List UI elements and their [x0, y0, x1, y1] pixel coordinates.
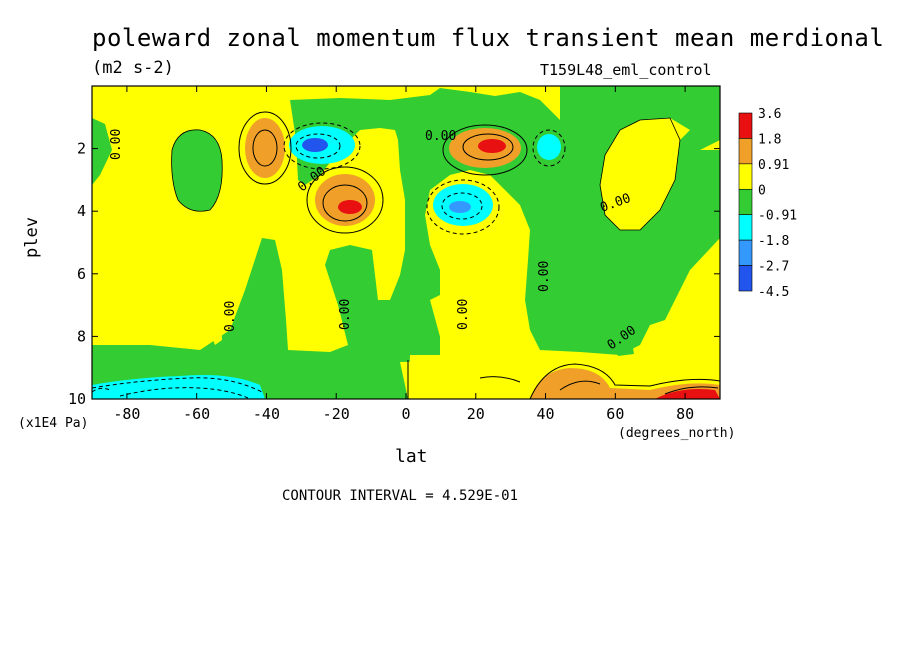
region-yellow-tongue	[205, 275, 222, 345]
colorbar-swatch	[738, 188, 753, 216]
contour-solid	[462, 133, 514, 161]
region-green-southwest	[92, 118, 112, 185]
contour-dashed	[295, 133, 341, 159]
contour-dashed	[532, 129, 566, 167]
colorbar-label: 3.6	[758, 107, 781, 122]
x-tick-label: -40	[253, 405, 280, 423]
model-label: T159L48_eml_control	[540, 61, 712, 79]
x-tick-label: 20	[467, 405, 485, 423]
colorbar-swatch	[738, 163, 753, 190]
region-yellow-lat20	[430, 280, 485, 360]
contour-label: 0.00	[537, 261, 552, 292]
zero-contour	[171, 129, 223, 212]
colorbar-swatch	[738, 265, 753, 292]
x-tick-label: -20	[323, 405, 350, 423]
zero-contours	[171, 117, 681, 231]
region-red-north-surface	[655, 389, 720, 399]
x-axis-units: (degrees_north)	[618, 426, 736, 441]
y-tick-label: 8	[77, 327, 86, 345]
contour-dashed	[92, 387, 111, 393]
x-tick-label: 80	[676, 405, 694, 423]
contour-label: 0.00	[109, 129, 124, 160]
y-tick-label: 2	[77, 140, 86, 158]
region-red-south-jet	[338, 200, 362, 214]
contour-solid	[479, 376, 521, 383]
y-tick-label: 10	[68, 390, 86, 408]
y-axis-units: (x1E4 Pa)	[18, 416, 89, 431]
contour-lines	[238, 111, 720, 399]
contour-solid	[664, 386, 719, 395]
region-cyan-north-small	[537, 134, 561, 160]
contour-solid	[322, 184, 368, 222]
y-tick-label: 6	[77, 265, 86, 283]
x-tick-label: -80	[113, 405, 140, 423]
colorbar-label: 0	[758, 183, 766, 198]
contour-solid	[252, 129, 278, 167]
contour-label: 0.00	[456, 299, 471, 330]
colorbar-label: -0.91	[758, 209, 797, 224]
contour-solid	[306, 166, 384, 234]
x-tick-label: 40	[537, 405, 555, 423]
zero-contour	[599, 117, 681, 231]
region-blue-south-jet	[302, 138, 328, 152]
contour-label: 0.00	[425, 129, 456, 144]
colorbar-swatch	[738, 214, 753, 241]
contour-solid	[442, 124, 528, 176]
region-orange-south-jet-b	[315, 174, 375, 226]
colorbar-label: 0.91	[758, 158, 789, 173]
colorbar: 3.6 1.8 0.91 0 -0.91 -1.8 -2.7 -4.5	[738, 107, 797, 300]
colorbar-label: -1.8	[758, 234, 789, 249]
region-green-south-mid	[171, 129, 223, 212]
contour-label: 0.00	[338, 299, 353, 330]
colorbar-swatch	[738, 138, 753, 165]
colorbar-label: -4.5	[758, 285, 789, 300]
contour-label: 0.00	[223, 301, 238, 332]
colorbar-swatch	[738, 112, 753, 139]
contour-dashed	[441, 192, 483, 220]
contour-interval: CONTOUR INTERVAL = 4.529E-01	[282, 488, 519, 504]
contour-solid	[529, 363, 720, 399]
chart-title: poleward zonal momentum flux transient m…	[92, 24, 885, 52]
colorbar-label: 1.8	[758, 132, 781, 147]
y-tick-label: 4	[77, 202, 86, 220]
contour-solid	[238, 111, 292, 185]
contour-dashed	[92, 377, 263, 393]
plot-area	[92, 86, 720, 399]
contour-dashed	[426, 179, 500, 235]
chart-units: (m2 s-2)	[92, 58, 174, 78]
x-tick-label: 60	[606, 405, 624, 423]
region-green-north-small	[615, 342, 634, 356]
region-red-north-jet	[478, 139, 506, 153]
x-tick-label: 0	[401, 405, 410, 423]
contour-dashed	[283, 122, 361, 170]
colorbar-label: -2.7	[758, 260, 789, 275]
region-blue-north-jet	[449, 201, 471, 213]
x-tick-label: -60	[183, 405, 210, 423]
contour-dashed	[119, 387, 249, 399]
region-orange-south-jet-a	[245, 118, 285, 178]
contour-solid	[559, 380, 601, 391]
y-axis: 2 4 6 8 10	[68, 140, 720, 408]
contour-lines-negative	[92, 122, 566, 399]
x-axis: -80 -60 -40 -20 0 20 40 60 80	[113, 86, 694, 423]
colorbar-swatch	[738, 239, 753, 266]
region-green-central	[92, 86, 720, 399]
x-axis-label: lat	[395, 446, 428, 467]
